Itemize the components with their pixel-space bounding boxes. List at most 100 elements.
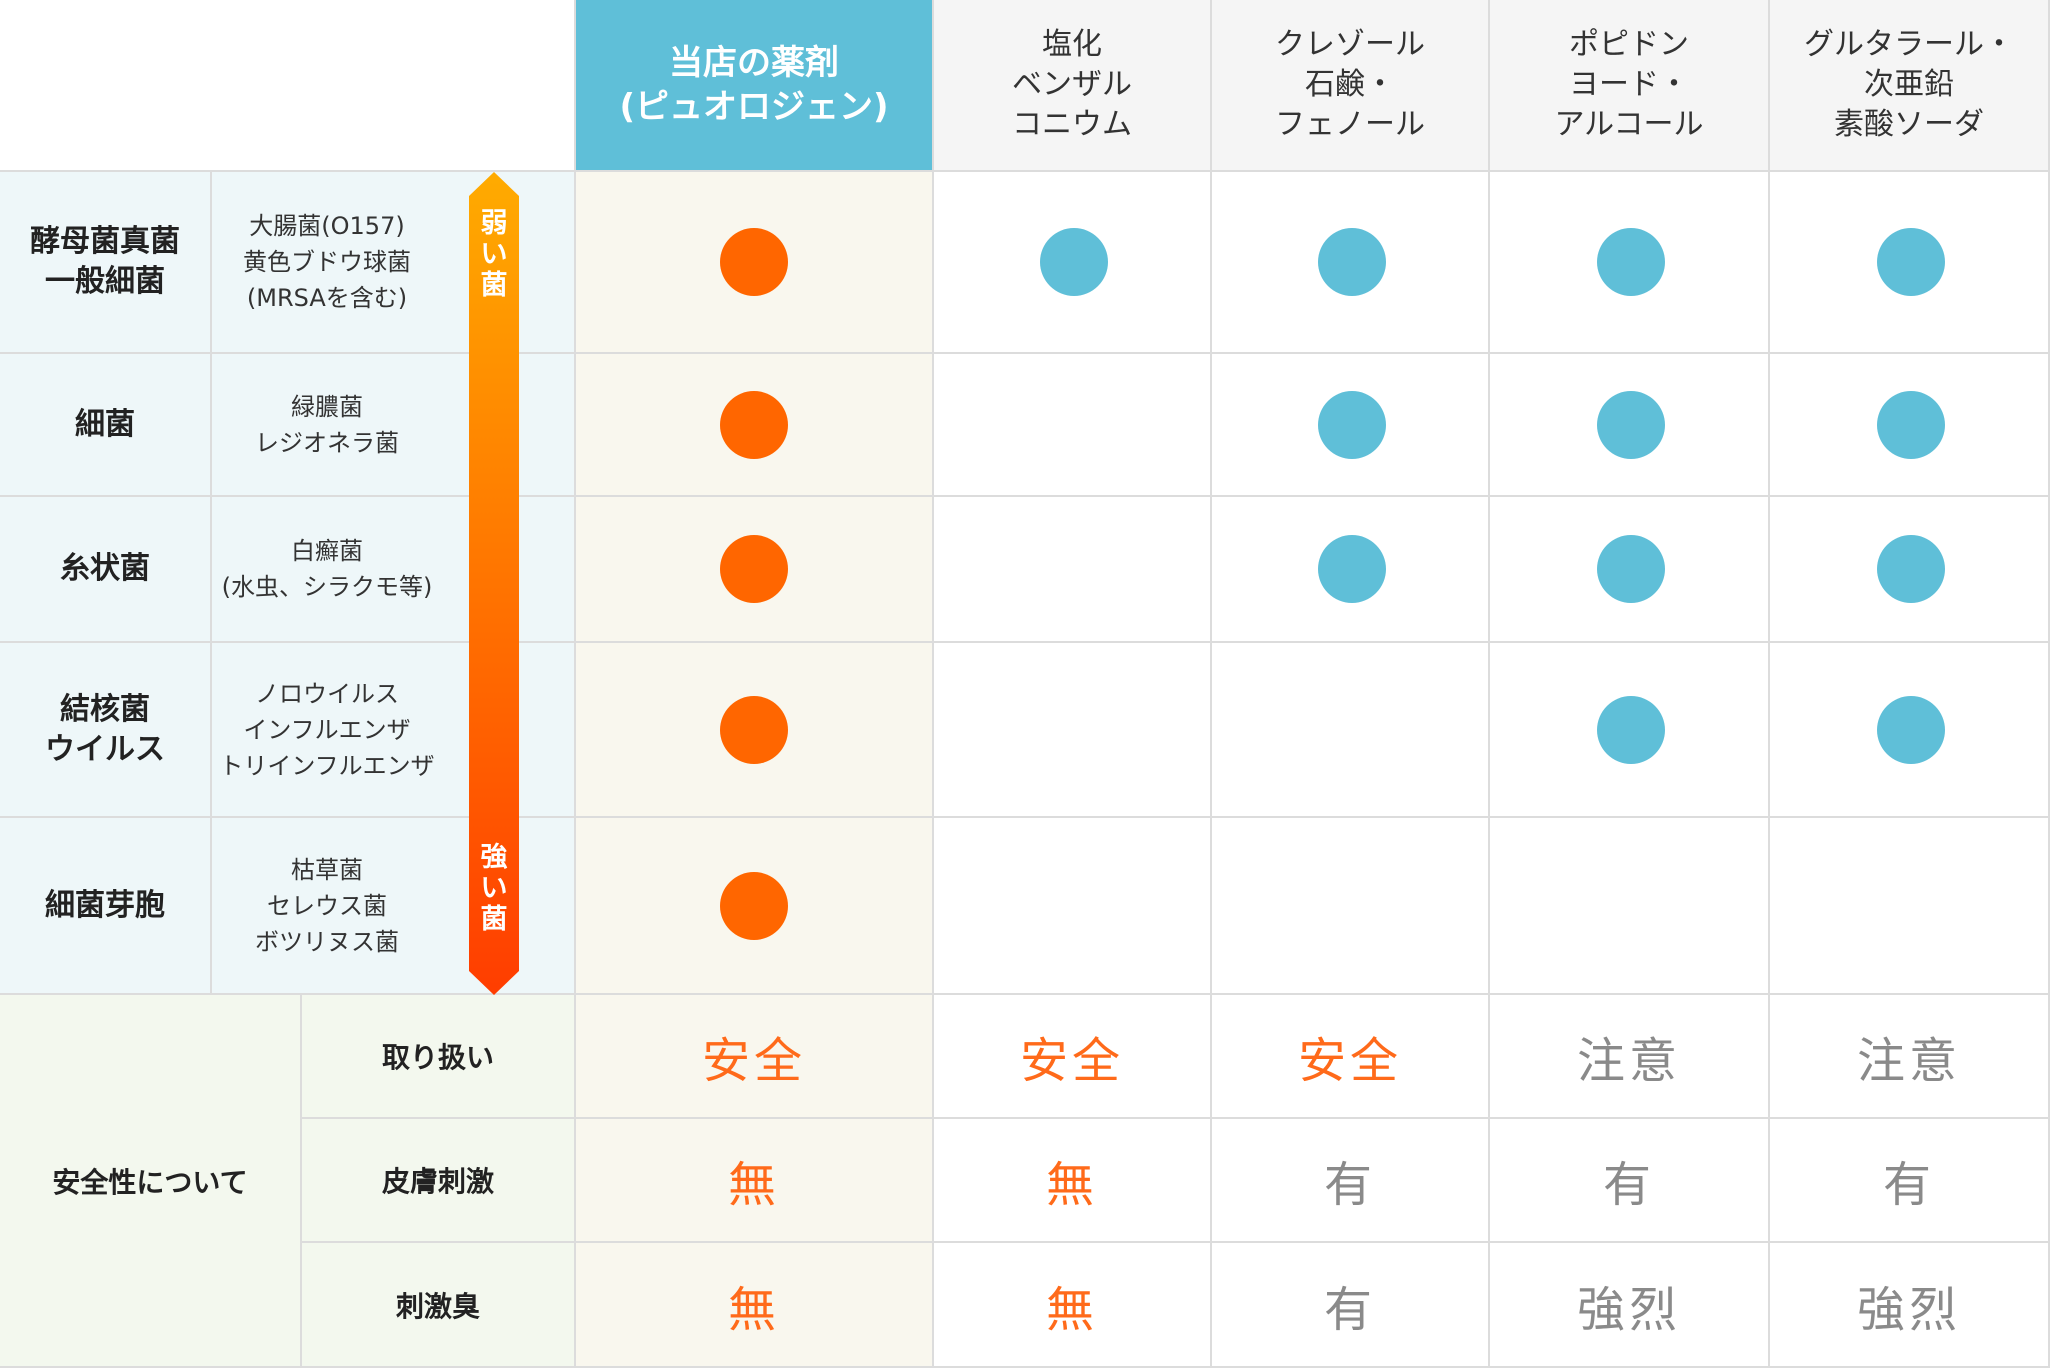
effect-cell-glutaral: [1770, 818, 2050, 995]
effect-cell-benzalkonium: [934, 818, 1212, 995]
safety-value: 安全: [701, 1033, 806, 1089]
safety-cell-glutaral: 有: [1770, 1119, 2050, 1243]
effect-cell-benzalkonium: [934, 497, 1212, 643]
category-examples-text: 白癬菌 (水虫、シラクモ等): [221, 537, 433, 601]
category-name: 糸状菌: [0, 497, 212, 643]
effect-cell-ours: [576, 354, 934, 497]
category-name-text: 結核菌 ウイルス: [45, 691, 165, 767]
safety-cell-ours: 無: [576, 1119, 934, 1243]
safety-row-label-cell: 皮膚刺激: [302, 1119, 576, 1243]
effect-cell-glutaral: [1770, 643, 2050, 818]
safety-title: 安全性について: [52, 1165, 248, 1199]
header-benzalkonium-label: 塩化 ベンザル コニウム: [1012, 27, 1132, 142]
effective-dot: [1597, 695, 1665, 764]
safety-row-label: 刺激臭: [395, 1289, 480, 1323]
header-corner: [0, 0, 576, 172]
effect-cell-povidone: [1490, 497, 1770, 643]
effective-dot: [1877, 228, 1945, 296]
effective-dot: [1877, 535, 1945, 603]
safety-cell-povidone: 注意: [1490, 995, 1770, 1119]
effect-cell-povidone: [1490, 643, 1770, 818]
strength-arrow-bottom-label: 強 い 菌: [480, 842, 508, 935]
effective-dot: [1877, 390, 1945, 459]
header-ours: 当店の薬剤 (ピュオロジェン): [576, 0, 934, 172]
effect-cell-ours: [576, 643, 934, 818]
category-examples-text: 枯草菌 セレウス菌 ボツリヌス菌: [255, 855, 399, 956]
safety-cell-povidone: 有: [1490, 1119, 1770, 1243]
effective-dot: [1597, 390, 1665, 459]
safety-cell-ours: 無: [576, 1243, 934, 1368]
effective-dot: [1318, 228, 1386, 296]
effect-cell-glutaral: [1770, 172, 2050, 354]
safety-cell-cresol: 有: [1212, 1119, 1490, 1243]
effect-cell-cresol: [1212, 497, 1490, 643]
category-examples-text: ノロウイルス インフルエンザ トリインフルエンザ: [219, 679, 435, 780]
header-povidone-label: ポピドン ヨード・ アルコール: [1554, 27, 1704, 142]
effective-dot: [1040, 228, 1108, 296]
category-name: 細菌芽胞: [0, 818, 212, 995]
effect-cell-benzalkonium: [934, 643, 1212, 818]
safety-row-label-cell: 刺激臭: [302, 1243, 576, 1368]
safety-cell-benzalkonium: 無: [934, 1119, 1212, 1243]
effective-dot: [720, 871, 788, 940]
effect-cell-cresol: [1212, 818, 1490, 995]
effect-cell-povidone: [1490, 818, 1770, 995]
category-examples-text: 緑膿菌 レジオネラ菌: [255, 392, 399, 457]
category-name-text: 糸状菌: [60, 551, 150, 586]
effect-cell-benzalkonium: [934, 354, 1212, 497]
strength-arrow-shape: [469, 172, 519, 995]
effect-cell-glutaral: [1770, 354, 2050, 497]
safety-value: 安全: [1297, 1033, 1402, 1089]
strength-arrow: 弱 い 菌 強 い 菌: [466, 172, 522, 995]
header-glutaral-label: グルタラール・ 次亜鉛 素酸ソーダ: [1804, 27, 2014, 142]
category-name-text: 細菌芽胞: [45, 887, 165, 923]
header-benzalkonium: 塩化 ベンザル コニウム: [934, 0, 1212, 172]
effect-cell-povidone: [1490, 172, 1770, 354]
header-cresol: クレゾール 石鹸・ フェノール: [1212, 0, 1490, 172]
safety-cell-glutaral: 強烈: [1770, 1243, 2050, 1368]
effect-cell-cresol: [1212, 643, 1490, 818]
safety-value: 無: [727, 1281, 780, 1338]
safety-value: 注意: [1576, 1033, 1681, 1089]
safety-row-label: 皮膚刺激: [381, 1165, 494, 1198]
safety-value: 注意: [1856, 1033, 1961, 1089]
effect-cell-benzalkonium: [934, 172, 1212, 354]
safety-row-label-cell: 取り扱い: [302, 995, 576, 1119]
safety-cell-cresol: 有: [1212, 1243, 1490, 1368]
safety-row-label: 取り扱い: [381, 1041, 494, 1074]
safety-value: 無: [1045, 1157, 1098, 1213]
safety-value: 有: [1323, 1281, 1376, 1338]
effect-cell-glutaral: [1770, 497, 2050, 643]
safety-cell-ours: 安全: [576, 995, 934, 1119]
effective-dot: [1318, 535, 1386, 603]
effect-cell-ours: [576, 172, 934, 354]
effective-dot: [1597, 535, 1665, 603]
effect-cell-cresol: [1212, 354, 1490, 497]
effective-dot: [720, 535, 788, 603]
effective-dot: [1318, 390, 1386, 459]
safety-value: 有: [1882, 1157, 1935, 1213]
effect-cell-ours: [576, 818, 934, 995]
safety-value: 安全: [1019, 1033, 1124, 1089]
safety-value: 有: [1602, 1157, 1655, 1213]
category-name: 結核菌 ウイルス: [0, 643, 212, 818]
category-name: 細菌: [0, 354, 212, 497]
header-ours-label: 当店の薬剤 (ピュオロジェン): [619, 43, 889, 127]
category-name-text: 酵母菌真菌 一般細菌: [30, 224, 180, 299]
safety-value: 有: [1323, 1157, 1376, 1213]
header-cresol-label: クレゾール 石鹸・ フェノール: [1275, 27, 1425, 142]
safety-title-cell: 安全性について: [0, 995, 302, 1368]
header-glutaral: グルタラール・ 次亜鉛 素酸ソーダ: [1770, 0, 2050, 172]
safety-cell-benzalkonium: 無: [934, 1243, 1212, 1368]
header-povidone: ポピドン ヨード・ アルコール: [1490, 0, 1770, 172]
category-name: 酵母菌真菌 一般細菌: [0, 172, 212, 354]
effect-cell-povidone: [1490, 354, 1770, 497]
safety-cell-benzalkonium: 安全: [934, 995, 1212, 1119]
effective-dot: [720, 695, 788, 764]
category-examples-text: 大腸菌(O157) 黄色ブドウ球菌 (MRSAを含む): [243, 212, 411, 312]
effective-dot: [1877, 695, 1945, 764]
effect-cell-ours: [576, 497, 934, 643]
safety-cell-povidone: 強烈: [1490, 1243, 1770, 1368]
effective-dot: [720, 390, 788, 459]
